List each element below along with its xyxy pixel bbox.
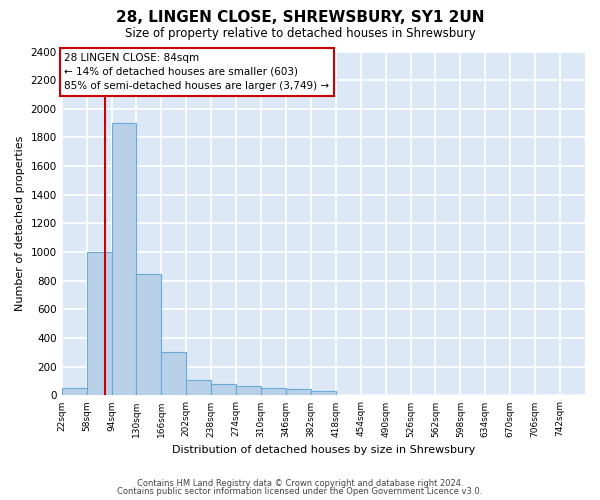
Bar [161,352,186,396]
Bar [311,391,336,396]
Bar [361,394,386,396]
Text: 28 LINGEN CLOSE: 84sqm
← 14% of detached houses are smaller (603)
85% of semi-de: 28 LINGEN CLOSE: 84sqm ← 14% of detached… [64,53,329,91]
Bar [86,252,112,396]
Bar [286,389,311,396]
Bar [336,394,361,396]
Bar [136,274,161,396]
Text: Size of property relative to detached houses in Shrewsbury: Size of property relative to detached ho… [125,28,475,40]
Text: Contains HM Land Registry data © Crown copyright and database right 2024.: Contains HM Land Registry data © Crown c… [137,478,463,488]
Text: Contains public sector information licensed under the Open Government Licence v3: Contains public sector information licen… [118,487,482,496]
Bar [62,388,86,396]
Y-axis label: Number of detached properties: Number of detached properties [15,136,25,311]
Bar [236,386,261,396]
Bar [261,388,286,396]
Bar [186,380,211,396]
Bar [112,123,136,396]
Bar [211,384,236,396]
Text: 28, LINGEN CLOSE, SHREWSBURY, SY1 2UN: 28, LINGEN CLOSE, SHREWSBURY, SY1 2UN [116,10,484,25]
X-axis label: Distribution of detached houses by size in Shrewsbury: Distribution of detached houses by size … [172,445,475,455]
